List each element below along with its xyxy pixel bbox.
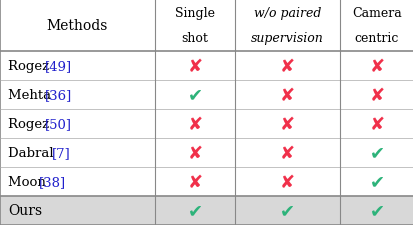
- Text: centric: centric: [354, 32, 398, 45]
- Text: ✔: ✔: [368, 202, 384, 220]
- Text: ✘: ✘: [279, 86, 294, 104]
- Text: [49]: [49]: [45, 60, 72, 73]
- Text: ✘: ✘: [187, 173, 202, 191]
- Text: ✔: ✔: [187, 86, 202, 104]
- Text: Rogez: Rogez: [8, 117, 53, 130]
- Bar: [0, 52, 413, 81]
- Text: ✘: ✘: [279, 115, 294, 133]
- Text: ✘: ✘: [279, 144, 294, 162]
- Text: [38]: [38]: [39, 175, 66, 188]
- Text: ✘: ✘: [368, 57, 384, 75]
- Bar: [0, 138, 413, 167]
- Text: ✘: ✘: [279, 173, 294, 191]
- Text: Camera: Camera: [351, 7, 401, 20]
- Bar: [0, 0, 413, 52]
- Text: ✔: ✔: [279, 202, 294, 220]
- Text: ✔: ✔: [187, 202, 202, 220]
- Text: ✘: ✘: [187, 144, 202, 162]
- Text: [36]: [36]: [45, 89, 72, 101]
- Bar: [0, 196, 413, 225]
- Text: [50]: [50]: [45, 117, 72, 130]
- Text: ✔: ✔: [368, 144, 384, 162]
- Bar: [0, 110, 413, 138]
- Text: [7]: [7]: [51, 146, 70, 159]
- Text: ✘: ✘: [187, 57, 202, 75]
- Text: Ours: Ours: [8, 204, 42, 218]
- Text: supervision: supervision: [251, 32, 323, 45]
- Text: Methods: Methods: [47, 19, 108, 33]
- Text: shot: shot: [181, 32, 208, 45]
- Text: Mehta: Mehta: [8, 89, 55, 101]
- Bar: [0, 81, 413, 110]
- Text: ✘: ✘: [368, 115, 384, 133]
- Text: Dabral: Dabral: [8, 146, 58, 159]
- Text: ✘: ✘: [187, 115, 202, 133]
- Text: ✘: ✘: [279, 57, 294, 75]
- Text: Rogez: Rogez: [8, 60, 53, 73]
- Text: ✘: ✘: [368, 86, 384, 104]
- Text: w/o paired: w/o paired: [253, 7, 320, 20]
- Text: Single: Single: [175, 7, 214, 20]
- Bar: [0, 167, 413, 196]
- Text: Moon: Moon: [8, 175, 50, 188]
- Text: ✔: ✔: [368, 173, 384, 191]
